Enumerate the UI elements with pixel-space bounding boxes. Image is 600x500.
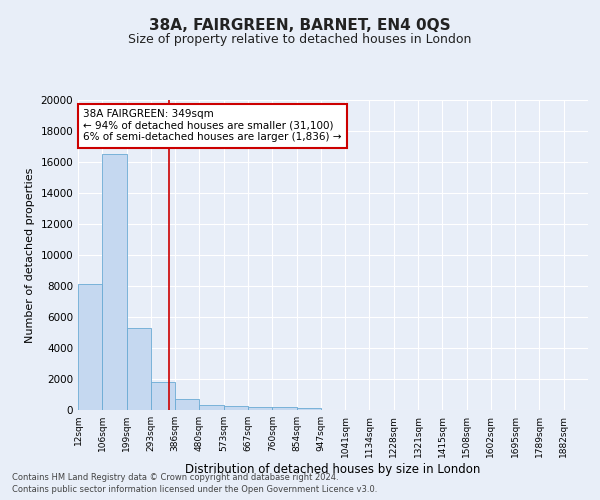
- Bar: [296, 408, 321, 410]
- Y-axis label: Number of detached properties: Number of detached properties: [25, 168, 35, 342]
- Text: Contains public sector information licensed under the Open Government Licence v3: Contains public sector information licen…: [12, 485, 377, 494]
- Text: Size of property relative to detached houses in London: Size of property relative to detached ho…: [128, 32, 472, 46]
- Bar: [127, 328, 151, 410]
- Bar: [272, 408, 296, 410]
- Bar: [224, 406, 248, 410]
- Bar: [248, 407, 272, 410]
- Text: 38A FAIRGREEN: 349sqm
← 94% of detached houses are smaller (31,100)
6% of semi-d: 38A FAIRGREEN: 349sqm ← 94% of detached …: [83, 110, 341, 142]
- X-axis label: Distribution of detached houses by size in London: Distribution of detached houses by size …: [185, 462, 481, 475]
- Bar: [199, 404, 224, 410]
- Bar: [175, 399, 199, 410]
- Bar: [102, 154, 127, 410]
- Text: 38A, FAIRGREEN, BARNET, EN4 0QS: 38A, FAIRGREEN, BARNET, EN4 0QS: [149, 18, 451, 32]
- Bar: [78, 284, 102, 410]
- Text: Contains HM Land Registry data © Crown copyright and database right 2024.: Contains HM Land Registry data © Crown c…: [12, 472, 338, 482]
- Bar: [151, 382, 175, 410]
